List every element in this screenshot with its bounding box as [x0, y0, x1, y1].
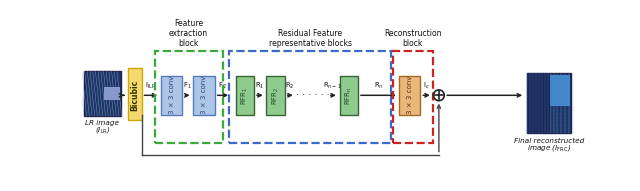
FancyBboxPatch shape: [527, 73, 550, 133]
Text: 3 × 3 conv: 3 × 3 conv: [201, 76, 207, 114]
Text: F$_2$: F$_2$: [218, 81, 227, 91]
FancyBboxPatch shape: [193, 76, 215, 115]
Text: image (I$_{\rm FRC}$): image (I$_{\rm FRC}$): [527, 143, 571, 153]
Text: Reconstruction
block: Reconstruction block: [384, 29, 442, 48]
Text: (I$_{\rm LR}$): (I$_{\rm LR}$): [95, 125, 110, 135]
Text: Bicubic: Bicubic: [130, 80, 140, 111]
Text: I$_c$: I$_c$: [423, 81, 430, 91]
FancyBboxPatch shape: [266, 76, 285, 115]
Text: R$_1$: R$_1$: [255, 81, 264, 91]
FancyBboxPatch shape: [236, 76, 254, 115]
Text: · · · · · ·: · · · · · ·: [296, 90, 330, 100]
Text: R$_{n-1}$: R$_{n-1}$: [323, 81, 342, 91]
Text: LR image: LR image: [85, 120, 120, 126]
Text: RFR$_2$: RFR$_2$: [271, 86, 281, 104]
Text: Residual Feature
representative blocks: Residual Feature representative blocks: [269, 29, 352, 48]
Text: Feature
extraction
block: Feature extraction block: [169, 19, 208, 48]
Text: R$_2$: R$_2$: [285, 81, 295, 91]
Text: 3 × 3 conv: 3 × 3 conv: [169, 76, 175, 114]
Text: 3 × 3 conv: 3 × 3 conv: [406, 76, 413, 114]
FancyBboxPatch shape: [84, 71, 121, 116]
FancyBboxPatch shape: [104, 87, 120, 100]
Text: Final reconstructed: Final reconstructed: [514, 138, 584, 144]
Text: RFR$_1$: RFR$_1$: [240, 86, 250, 104]
Text: RFR$_n$: RFR$_n$: [344, 86, 354, 105]
FancyBboxPatch shape: [549, 75, 570, 106]
FancyBboxPatch shape: [128, 68, 141, 120]
Text: F$_1$: F$_1$: [184, 81, 192, 91]
Text: I$_{\rm ILR}$: I$_{\rm ILR}$: [145, 81, 156, 91]
FancyBboxPatch shape: [161, 76, 182, 115]
Text: R$_n$: R$_n$: [374, 81, 383, 91]
FancyBboxPatch shape: [399, 76, 420, 115]
FancyBboxPatch shape: [527, 73, 572, 133]
FancyBboxPatch shape: [340, 76, 358, 115]
